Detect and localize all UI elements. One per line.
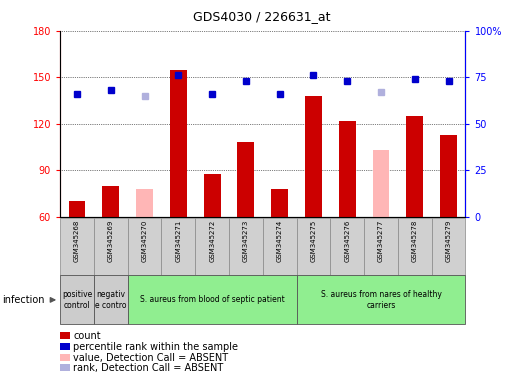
Text: GSM345277: GSM345277 — [378, 219, 384, 262]
Bar — [203, 174, 221, 217]
Bar — [162, 218, 195, 275]
Bar — [170, 70, 187, 217]
Bar — [263, 218, 297, 275]
Bar — [297, 218, 331, 275]
Text: count: count — [73, 331, 101, 341]
Bar — [237, 142, 254, 217]
Bar — [331, 218, 364, 275]
Text: rank, Detection Call = ABSENT: rank, Detection Call = ABSENT — [73, 363, 223, 373]
Bar — [271, 189, 288, 217]
Bar — [398, 218, 431, 275]
Bar — [297, 275, 465, 324]
Bar — [103, 186, 119, 217]
Bar — [364, 218, 398, 275]
Bar — [128, 275, 297, 324]
Text: GSM345270: GSM345270 — [142, 219, 147, 262]
Bar — [229, 218, 263, 275]
Bar — [406, 116, 423, 217]
Text: value, Detection Call = ABSENT: value, Detection Call = ABSENT — [73, 353, 229, 362]
Text: GSM345278: GSM345278 — [412, 219, 418, 262]
Text: GDS4030 / 226631_at: GDS4030 / 226631_at — [193, 10, 330, 23]
Text: GSM345272: GSM345272 — [209, 219, 215, 262]
Bar — [305, 96, 322, 217]
Text: infection: infection — [3, 295, 45, 305]
Text: percentile rank within the sample: percentile rank within the sample — [73, 342, 238, 352]
Text: positive
control: positive control — [62, 290, 92, 310]
Bar — [431, 218, 465, 275]
Text: GSM345273: GSM345273 — [243, 219, 249, 262]
Bar — [440, 135, 457, 217]
Bar — [94, 218, 128, 275]
Bar — [60, 275, 94, 324]
Bar — [339, 121, 356, 217]
Bar — [136, 189, 153, 217]
Text: GSM345275: GSM345275 — [311, 219, 316, 262]
Text: GSM345269: GSM345269 — [108, 219, 114, 262]
Text: GSM345279: GSM345279 — [446, 219, 451, 262]
Bar — [195, 218, 229, 275]
Text: GSM345268: GSM345268 — [74, 219, 80, 262]
Text: GSM345276: GSM345276 — [344, 219, 350, 262]
Text: GSM345271: GSM345271 — [175, 219, 181, 262]
Text: S. aureus from nares of healthy
carriers: S. aureus from nares of healthy carriers — [321, 290, 441, 310]
Text: GSM345274: GSM345274 — [277, 219, 283, 262]
Bar — [128, 218, 162, 275]
Text: negativ
e contro: negativ e contro — [95, 290, 127, 310]
Bar — [372, 150, 390, 217]
Bar — [69, 202, 85, 217]
Bar — [60, 218, 94, 275]
Bar — [94, 275, 128, 324]
Text: S. aureus from blood of septic patient: S. aureus from blood of septic patient — [140, 295, 285, 305]
